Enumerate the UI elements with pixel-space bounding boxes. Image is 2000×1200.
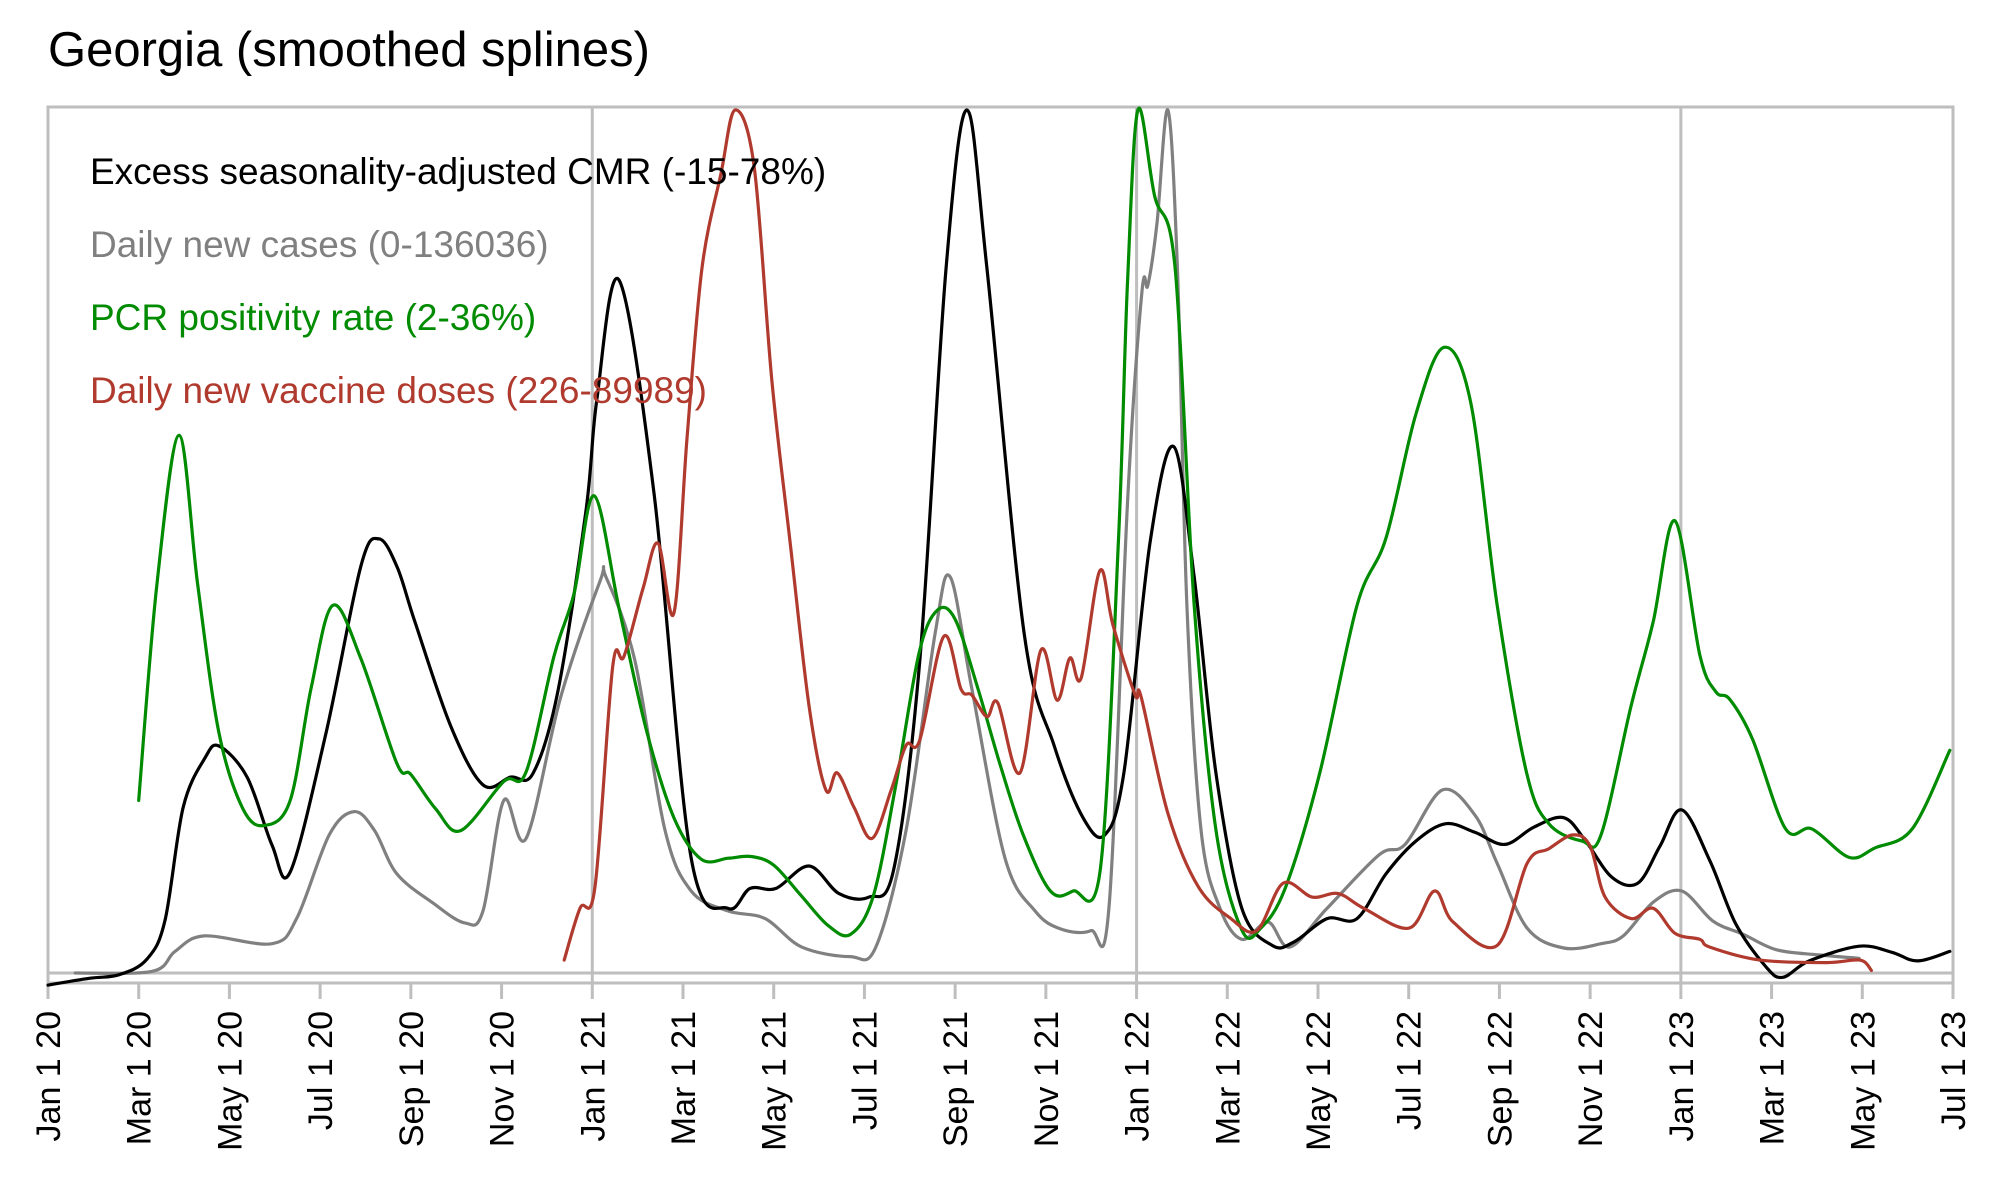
x-tick-label: Jul 1 21	[846, 1011, 884, 1130]
x-tick-label: Jan 1 23	[1663, 1011, 1701, 1141]
x-tick-label: Sep 1 20	[393, 1011, 431, 1147]
series-line-vaccine-doses	[562, 108, 1873, 972]
series-line-excess-cmr	[46, 108, 1952, 987]
legend-item-vaccine-doses: Daily new vaccine doses (226-89989)	[90, 370, 707, 411]
x-tick-label: Mar 1 23	[1754, 1011, 1792, 1145]
x-tick-label: Sep 1 21	[937, 1011, 975, 1147]
x-tick-label: Jan 1 20	[30, 1011, 68, 1141]
x-tick-label: May 1 21	[756, 1011, 794, 1151]
x-tick-label: Nov 1 20	[484, 1011, 522, 1147]
series-layer	[46, 106, 1952, 987]
legend: Excess seasonality-adjusted CMR (-15-78%…	[90, 151, 826, 411]
chart-title: Georgia (smoothed splines)	[48, 23, 650, 77]
legend-item-daily-cases: Daily new cases (0-136036)	[90, 224, 549, 265]
x-tick-label: May 1 20	[211, 1011, 249, 1151]
x-tick-label: Jan 1 21	[574, 1011, 612, 1141]
legend-item-excess-cmr: Excess seasonality-adjusted CMR (-15-78%…	[90, 151, 826, 192]
x-tick-label: Mar 1 21	[665, 1011, 703, 1145]
x-tick-label: May 1 23	[1844, 1011, 1882, 1151]
x-tick-label: Mar 1 20	[121, 1011, 159, 1145]
x-tick-label: May 1 22	[1300, 1011, 1338, 1151]
plot-frame	[46, 105, 1955, 985]
x-axis: Jan 1 20 Mar 1 20 May 1 20 Jul 1 20 Sep 1 20…	[30, 983, 1973, 1151]
x-tick-label: Jul 1 23	[1935, 1011, 1973, 1130]
series-line-daily-cases	[73, 108, 1861, 975]
x-tick-label: Jan 1 22	[1119, 1011, 1157, 1141]
grid-layer	[590, 107, 1683, 983]
x-tick-label: Mar 1 22	[1209, 1011, 1247, 1145]
x-tick-label: Jul 1 22	[1391, 1011, 1429, 1130]
x-tick-label: Nov 1 21	[1028, 1011, 1066, 1147]
x-tick-label: Jul 1 20	[302, 1011, 340, 1130]
x-tick-label: Nov 1 22	[1572, 1011, 1610, 1147]
x-tick-label: Sep 1 22	[1481, 1011, 1519, 1147]
series-line-pcr-positivity	[137, 106, 1952, 940]
legend-item-pcr-positivity: PCR positivity rate (2-36%)	[90, 297, 536, 338]
